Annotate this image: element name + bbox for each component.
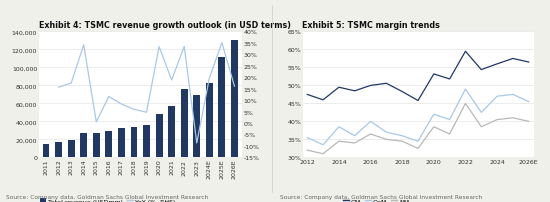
OpM	[336, 126, 342, 128]
Line: OpM: OpM	[307, 89, 529, 145]
Bar	[193, 96, 200, 158]
OpM	[447, 119, 453, 121]
GM	[304, 94, 311, 96]
GM	[351, 90, 358, 93]
Bar	[181, 90, 188, 158]
Bar	[130, 127, 138, 158]
Bar	[80, 134, 87, 158]
GM	[415, 100, 421, 102]
OpM	[415, 140, 421, 143]
OpM	[510, 94, 516, 96]
Line: GM: GM	[307, 52, 529, 101]
NM	[415, 147, 421, 150]
NM	[447, 133, 453, 136]
NM	[525, 121, 532, 123]
GM	[447, 78, 453, 81]
Legend: Total revenue (USDmm), YoY (%, RHS): Total revenue (USDmm), YoY (%, RHS)	[37, 196, 178, 202]
OpM	[525, 101, 532, 103]
NM	[304, 149, 311, 152]
OpM	[304, 137, 311, 139]
Bar	[68, 140, 75, 158]
NM	[320, 153, 326, 155]
Text: Exhibit 4: TSMC revenue growth outlook (in USD terms): Exhibit 4: TSMC revenue growth outlook (…	[39, 21, 290, 30]
GM	[399, 91, 405, 93]
Bar	[168, 107, 175, 158]
OpM	[367, 121, 374, 123]
GM	[462, 51, 469, 53]
OpM	[431, 113, 437, 116]
GM	[367, 85, 374, 87]
Line: NM: NM	[307, 104, 529, 154]
GM	[525, 62, 532, 64]
GM	[336, 87, 342, 89]
NM	[336, 140, 342, 143]
Legend: GM, OpM, NM: GM, OpM, NM	[340, 196, 412, 202]
Bar	[143, 125, 150, 158]
NM	[478, 126, 485, 128]
Bar	[42, 144, 50, 158]
NM	[383, 138, 389, 141]
OpM	[383, 131, 389, 134]
Text: Source: Company data, Goldman Sachs Global Investment Research: Source: Company data, Goldman Sachs Glob…	[280, 194, 483, 199]
NM	[399, 140, 405, 143]
Text: Exhibit 5: TSMC margin trends: Exhibit 5: TSMC margin trends	[302, 21, 441, 30]
Bar	[55, 142, 62, 158]
Bar	[231, 41, 238, 158]
NM	[494, 119, 501, 121]
Bar	[218, 57, 226, 158]
OpM	[494, 96, 501, 98]
Bar	[106, 131, 112, 158]
Bar	[156, 115, 163, 158]
GM	[320, 99, 326, 102]
OpM	[399, 135, 405, 137]
Bar	[206, 83, 213, 158]
NM	[462, 103, 469, 105]
OpM	[320, 144, 326, 146]
NM	[431, 126, 437, 128]
NM	[510, 117, 516, 119]
OpM	[351, 135, 358, 137]
GM	[431, 73, 437, 76]
Bar	[93, 134, 100, 158]
Bar	[118, 129, 125, 158]
OpM	[478, 112, 485, 114]
GM	[494, 63, 501, 66]
Text: Source: Company data, Goldman Sachs Global Investment Research: Source: Company data, Goldman Sachs Glob…	[6, 194, 208, 199]
GM	[383, 83, 389, 85]
GM	[510, 58, 516, 60]
NM	[367, 133, 374, 136]
GM	[478, 69, 485, 72]
OpM	[462, 88, 469, 91]
NM	[351, 142, 358, 144]
